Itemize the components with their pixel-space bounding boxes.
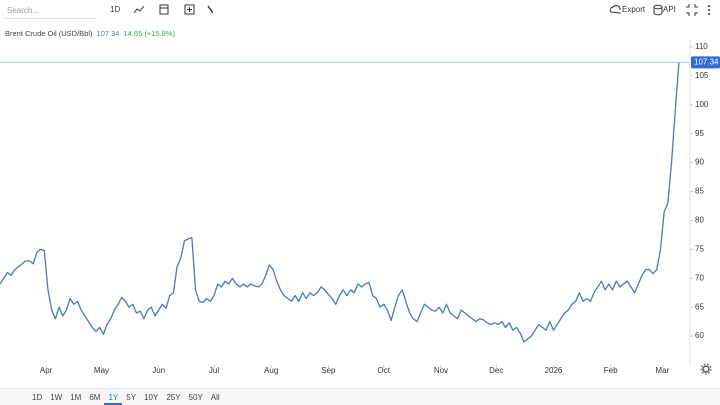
interval-button[interactable]: 1D xyxy=(110,5,121,14)
api-button[interactable]: API xyxy=(663,5,676,14)
legend: Brent Crude Oil (USD/Bbl) 107.34 14.65 (… xyxy=(5,29,175,38)
export-icon[interactable] xyxy=(609,4,621,16)
x-tick-label: 2026 xyxy=(545,366,563,375)
export-button[interactable]: Export xyxy=(622,5,646,14)
x-tick-label: Oct xyxy=(378,366,391,375)
api-icon[interactable] xyxy=(653,4,663,16)
x-tick-label: Sep xyxy=(321,366,336,375)
search-box[interactable]: Search... xyxy=(4,4,97,19)
y-tick-label: 80 xyxy=(695,216,704,225)
range-button[interactable]: 1Y xyxy=(104,389,123,405)
y-tick-label: 95 xyxy=(695,129,704,138)
x-tick-label: Aug xyxy=(264,366,278,375)
range-button[interactable]: 25Y xyxy=(166,393,181,402)
range-button[interactable]: 5Y xyxy=(126,393,137,402)
last-value: 107.34 xyxy=(96,29,120,38)
y-tick-label: 65 xyxy=(695,302,704,311)
change: 14.65 (+15.8%) xyxy=(123,29,175,38)
toolbar-right-icons[interactable] xyxy=(685,3,719,17)
y-tick-label: 90 xyxy=(695,158,704,167)
y-tick-label: 60 xyxy=(695,331,704,340)
range-bar: 1D 1W 1M 6M 1Y 5Y 10Y 25Y 50Y All xyxy=(0,388,720,405)
y-tick-label: 70 xyxy=(695,273,704,282)
x-tick-label: Mar xyxy=(655,366,669,375)
last-value-label: 107.34 xyxy=(694,57,719,66)
range-button[interactable]: 10Y xyxy=(144,393,159,402)
toolbar-icons[interactable] xyxy=(133,4,213,16)
toolbar: Search... 1D Export API xyxy=(0,0,720,20)
x-tick-label: Jun xyxy=(152,366,165,375)
chart: 60 65 70 75 80 85 90 95 100 105 110 Apr May Jun Jul Aug… xyxy=(0,40,720,375)
y-tick-label: 100 xyxy=(695,100,709,109)
range-button[interactable]: 1M xyxy=(70,393,82,402)
x-tick-label: Dec xyxy=(489,366,503,375)
range-button[interactable]: All xyxy=(210,393,220,402)
x-tick-label: May xyxy=(94,366,109,375)
range-button[interactable]: 6M xyxy=(89,393,101,402)
y-tick-label: 110 xyxy=(695,42,708,51)
x-tick-label: Apr xyxy=(40,366,53,375)
x-tick-label: Nov xyxy=(434,366,448,375)
last-value-box xyxy=(691,56,720,69)
series-name: Brent Crude Oil (USD/Bbl) xyxy=(5,29,93,38)
price-line xyxy=(0,62,680,343)
y-tick-label: 85 xyxy=(695,187,704,196)
x-tick-label: Feb xyxy=(604,366,618,375)
y-tick-label: 105 xyxy=(695,71,709,80)
settings-icon[interactable] xyxy=(700,363,712,375)
y-tick-label: 75 xyxy=(695,244,704,253)
range-button[interactable]: 50Y xyxy=(188,393,203,402)
range-button[interactable]: 1W xyxy=(50,393,63,402)
range-button[interactable]: 1D xyxy=(32,393,43,402)
x-tick-label: Jul xyxy=(209,366,219,375)
